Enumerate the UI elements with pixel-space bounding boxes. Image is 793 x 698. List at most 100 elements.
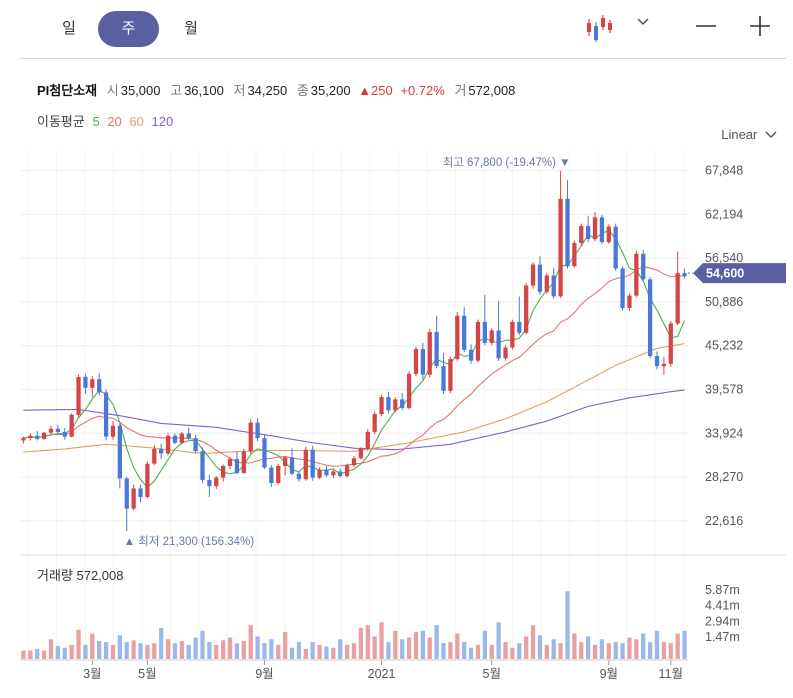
volume-tick-label: 5.87m	[705, 583, 740, 597]
candle-body	[358, 448, 364, 459]
candle	[221, 464, 226, 482]
x-tick-label: 5월	[138, 667, 156, 681]
candle	[386, 391, 391, 414]
x-tick-label: 9월	[255, 667, 273, 681]
volume-bar	[97, 640, 102, 659]
candle-body	[634, 253, 639, 296]
candle-body	[317, 469, 322, 478]
volume-bar	[21, 650, 26, 659]
candle-body	[606, 226, 611, 243]
volume-bar	[110, 644, 116, 659]
candle-body	[124, 478, 129, 509]
candle	[565, 180, 570, 269]
candle-body	[76, 376, 81, 415]
volume-bar	[276, 644, 281, 659]
candle-body	[517, 321, 522, 333]
candle	[358, 447, 364, 460]
y-tick-label: 67,848	[705, 164, 743, 178]
open-value: 35,000	[120, 83, 161, 98]
candle	[420, 342, 426, 380]
candle	[317, 467, 322, 480]
candle	[103, 389, 109, 441]
candle	[413, 346, 419, 377]
volume-bar	[455, 633, 460, 659]
chevron-down-icon[interactable]	[636, 15, 650, 29]
candle	[427, 328, 432, 378]
candle-body	[262, 438, 267, 468]
candlestick-icon[interactable]	[584, 14, 614, 42]
volume-bar	[434, 625, 439, 659]
candle-body	[90, 379, 95, 388]
volume-bar	[551, 639, 556, 659]
zoom-out-button[interactable]	[694, 14, 718, 38]
volume-bar	[248, 625, 253, 659]
volume-bar	[351, 643, 357, 659]
candle	[579, 223, 584, 246]
candle-body	[255, 422, 260, 439]
volume-bar	[200, 630, 205, 659]
candle-body	[97, 379, 102, 393]
moving-average-legend[interactable]: 이동평균 5 20 60 120	[37, 111, 173, 130]
candle	[641, 249, 646, 282]
candle-body	[682, 273, 687, 277]
ma-label: 이동평균	[37, 114, 85, 129]
candle-body	[448, 359, 453, 391]
y-tick-label: 33,924	[705, 426, 743, 440]
candle-body	[55, 428, 61, 432]
volume-bar	[227, 637, 233, 659]
volume-bar	[234, 643, 240, 659]
tab-day[interactable]: 일	[62, 20, 76, 37]
volume-bar	[317, 644, 322, 659]
candle	[524, 283, 529, 335]
volume-bar	[468, 647, 474, 659]
candle-body	[152, 448, 157, 464]
candle-body	[537, 264, 543, 292]
candle	[620, 266, 625, 311]
candle	[331, 469, 336, 479]
candle-body	[455, 315, 460, 360]
volume-bar	[331, 647, 336, 659]
candle	[627, 293, 632, 312]
scale-selector[interactable]: Linear	[721, 127, 777, 142]
candle	[682, 268, 687, 279]
candle-body	[372, 414, 377, 432]
candle-body	[613, 226, 618, 269]
candle-body	[530, 264, 536, 286]
volume-tick-label: 2.94m	[705, 614, 740, 628]
candle	[393, 397, 398, 413]
volume-tick-label: 1.47m	[705, 630, 740, 644]
chevron-down-icon	[765, 131, 777, 138]
zoom-in-button[interactable]	[748, 14, 772, 38]
candle-body	[558, 198, 563, 297]
volume-bar	[117, 635, 122, 659]
volume-bar	[586, 636, 591, 659]
volume-bar	[41, 650, 47, 659]
candle	[613, 223, 618, 271]
volume-bar	[221, 640, 226, 659]
candle-body	[654, 356, 660, 367]
volume-bar	[496, 622, 501, 659]
candle	[117, 423, 122, 489]
tab-month[interactable]: 월	[184, 20, 198, 37]
tab-week[interactable]: 주	[98, 11, 159, 47]
candle	[647, 277, 653, 359]
volume-bar	[214, 644, 219, 659]
candle	[62, 428, 67, 440]
x-tick-label: 5월	[483, 667, 501, 681]
volume-bar	[510, 647, 515, 659]
candle-body	[28, 435, 33, 439]
candle	[165, 433, 171, 456]
candle-body	[661, 363, 667, 367]
candle-body	[365, 431, 370, 449]
candle	[90, 376, 95, 398]
candle-body	[592, 217, 598, 240]
candle-body	[420, 349, 426, 375]
candle-body	[400, 399, 405, 408]
volume-bar	[103, 642, 109, 659]
y-tick-label: 22,616	[705, 514, 743, 528]
y-tick-label: 50,886	[705, 295, 743, 309]
volume-bar	[365, 625, 370, 659]
candle	[379, 394, 384, 417]
candle-body	[200, 451, 205, 480]
